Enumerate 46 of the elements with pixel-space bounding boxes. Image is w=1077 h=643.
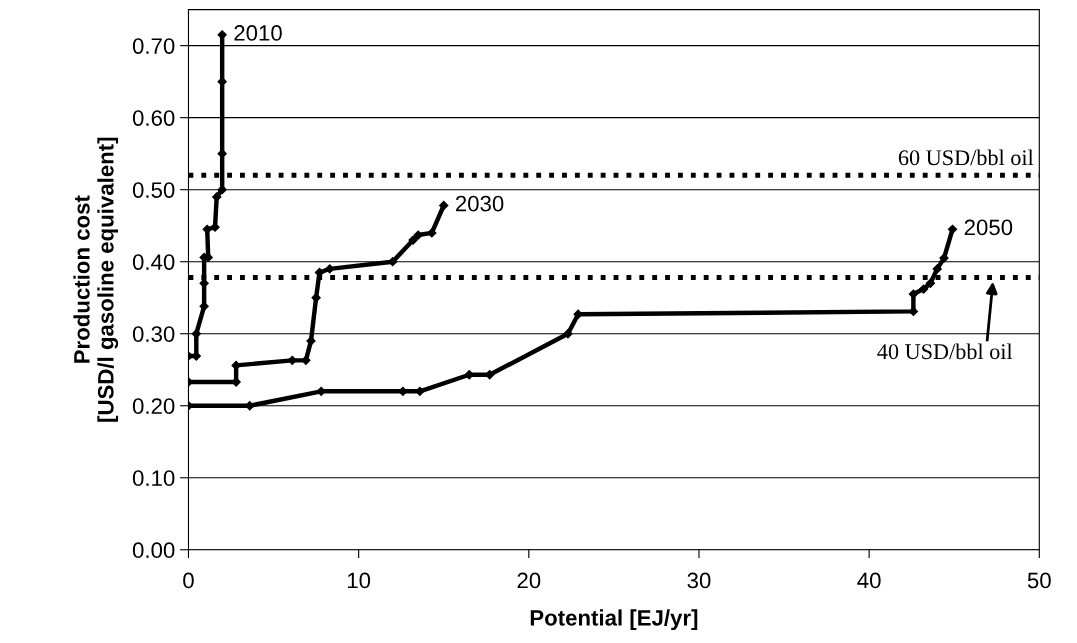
ref-line-label: 40 USD/bbl oil	[877, 343, 1013, 360]
y-tick-label: 0.40	[132, 254, 175, 270]
point	[325, 264, 335, 274]
y-tick-label: 0.20	[132, 398, 175, 414]
y-tick-label: 0.60	[132, 110, 175, 126]
point	[563, 329, 573, 339]
point	[427, 228, 437, 238]
y-tick-label: 0.10	[132, 470, 175, 487]
point	[947, 224, 958, 234]
y-tick-label: 0.70	[132, 38, 175, 54]
y-axis-title: Production cost [USD/l gasoline equivalent]	[73, 137, 119, 422]
y-tick-label: 0.50	[132, 182, 175, 198]
point	[439, 200, 449, 211]
point	[245, 401, 255, 411]
point	[408, 235, 418, 245]
series-label: 2030	[455, 195, 504, 212]
point	[932, 264, 942, 274]
point	[287, 355, 297, 365]
point	[908, 289, 919, 299]
ref-line-label: 60 USD/bbl oil	[898, 149, 1034, 166]
point	[573, 309, 583, 319]
point	[217, 185, 227, 195]
point	[316, 386, 326, 396]
point	[464, 370, 474, 380]
x-tick-label: 50	[1027, 572, 1051, 589]
point	[939, 253, 949, 263]
series-label: 2050	[964, 219, 1013, 236]
y-tick-label: 0.00	[132, 542, 175, 559]
point	[306, 336, 316, 346]
point	[212, 192, 222, 202]
point	[925, 278, 936, 288]
point	[388, 257, 398, 267]
x-axis-title: Potential [EJ/yr]	[530, 609, 698, 631]
point	[485, 370, 495, 380]
point	[202, 224, 212, 234]
x-tick-label: 30	[687, 572, 711, 589]
x-tick-label: 0	[183, 572, 194, 589]
point	[918, 284, 929, 294]
x-tick-label: 20	[517, 572, 541, 589]
y-tick-label: 0.30	[132, 326, 175, 342]
point	[311, 293, 321, 303]
point	[301, 355, 311, 365]
x-tick-label: 40	[857, 572, 881, 589]
series-label: 2010	[234, 25, 282, 41]
x-tick-label: 10	[347, 572, 371, 589]
point	[413, 230, 423, 240]
